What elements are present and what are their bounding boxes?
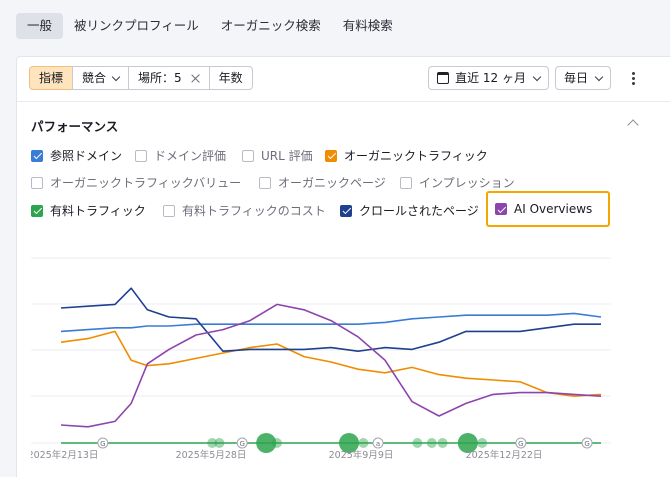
annotation-bubble <box>214 438 225 448</box>
tab-paid-search[interactable]: 有料検索 <box>342 18 393 33</box>
interval-dropdown[interactable]: 毎日 <box>554 66 611 90</box>
metric-label: インプレッション <box>419 176 515 190</box>
years-button[interactable]: 年数 <box>208 66 253 90</box>
metric-label: オーガニックページ <box>278 176 386 190</box>
metric-checkbox[interactable]: URL 評価 <box>242 147 313 164</box>
annotation-marker <box>236 437 248 449</box>
top-tabs: 一般 被リンクプロフィール オーガニック検索 有料検索 <box>16 13 404 39</box>
right-toolbar: 直近 12 ヶ月 毎日 <box>428 66 643 90</box>
metric-label: URL 評価 <box>261 149 313 163</box>
checkbox-icon[interactable] <box>135 149 147 162</box>
annotation-bubble <box>358 438 369 448</box>
annotation-marker-label: a <box>376 440 380 448</box>
tab-backlink-profile[interactable]: 被リンクプロフィール <box>74 18 199 33</box>
series-line <box>60 303 602 428</box>
years-label: 年数 <box>218 71 243 85</box>
metric-label: オーガニックトラフィック <box>344 149 488 163</box>
metric-checkbox[interactable]: インプレッション <box>400 174 515 191</box>
metrics-button[interactable]: 指標 <box>29 66 74 90</box>
metric-checkbox[interactable]: 有料トラフィック <box>31 202 146 219</box>
annotation-marker <box>581 437 593 449</box>
annotation-bubble <box>477 438 488 448</box>
checkbox-checked-icon[interactable] <box>31 149 43 162</box>
checkbox-icon[interactable] <box>400 176 412 189</box>
checkbox-checked-icon[interactable] <box>495 203 507 215</box>
x-tick-label: 2025年5月28日 <box>176 449 247 461</box>
metric-checkbox[interactable]: オーガニックトラフィック <box>325 147 488 164</box>
x-tick-label: 2025年12月22日 <box>466 449 543 461</box>
close-icon[interactable] <box>191 74 200 83</box>
location-label: 場所：5 <box>138 71 182 85</box>
chevron-down-icon <box>594 72 604 81</box>
annotation-bubble <box>457 433 478 453</box>
annotation-bubble <box>412 438 423 448</box>
chart-toolbar: 指標 競合 場所：5 年数 <box>29 66 253 90</box>
annotation-marker <box>372 437 384 449</box>
more-options-icon[interactable] <box>623 66 643 90</box>
metric-label: ドメイン評価 <box>154 149 227 163</box>
checkbox-icon[interactable] <box>242 149 254 162</box>
section-title: パフォーマンス <box>31 119 119 134</box>
competitors-label: 競合 <box>82 71 107 85</box>
annotation-marker-label: G <box>100 440 105 448</box>
interval-label: 毎日 <box>563 71 588 85</box>
metric-label: オーガニックトラフィックバリュー <box>50 176 242 190</box>
divider <box>17 101 670 102</box>
annotation-bubble <box>437 438 448 448</box>
location-filter[interactable]: 場所：5 <box>128 66 210 90</box>
checkbox-checked-icon[interactable] <box>325 149 337 162</box>
checkbox-checked-icon[interactable] <box>31 204 43 217</box>
metric-checkbox[interactable]: オーガニックトラフィックバリュー <box>31 174 241 191</box>
annotation-marker <box>515 437 527 449</box>
tab-organic-search[interactable]: オーガニック検索 <box>220 18 321 33</box>
annotation-bubble <box>256 433 277 453</box>
annotation-bubble <box>339 433 359 453</box>
annotation-marker <box>97 437 109 449</box>
metric-label: 有料トラフィック <box>50 204 146 218</box>
metrics-label: 指標 <box>39 71 64 85</box>
checkbox-icon[interactable] <box>259 176 271 189</box>
series-line <box>60 330 602 397</box>
metric-checkbox[interactable]: ドメイン評価 <box>135 147 226 164</box>
metric-label: 参照ドメイン <box>50 149 123 163</box>
metric-checkbox[interactable]: オーガニックページ <box>259 174 386 191</box>
annotation-bubble <box>207 438 218 448</box>
tab-general[interactable]: 一般 <box>16 13 64 39</box>
annotation-marker-label: G <box>584 440 589 448</box>
annotation-marker-label: G <box>239 440 244 448</box>
competitors-dropdown[interactable]: 競合 <box>72 66 130 90</box>
chevron-up-icon[interactable] <box>627 119 639 131</box>
metric-label: 有料トラフィックのコスト <box>182 204 326 218</box>
checkbox-checked-icon[interactable] <box>340 204 352 217</box>
metric-checkbox[interactable]: AI Overviews <box>495 202 592 216</box>
metric-label: AI Overviews <box>514 202 593 216</box>
chevron-down-icon <box>532 72 542 81</box>
series-line <box>60 312 602 333</box>
performance-card: 指標 競合 場所：5 年数 直近 12 ヶ月 毎日 パフォーマンス 参照ドメイン… <box>16 56 670 477</box>
metric-label: クロールされたページ <box>359 204 479 218</box>
checkbox-icon[interactable] <box>31 176 43 189</box>
metric-checkbox[interactable]: 参照ドメイン <box>31 147 122 164</box>
ai-overviews-highlight <box>486 191 610 227</box>
series-line <box>60 287 601 352</box>
annotation-bubble <box>272 438 282 448</box>
calendar-icon <box>437 72 450 84</box>
annotation-marker-label: G <box>518 440 523 448</box>
date-range-label: 直近 12 ヶ月 <box>455 71 526 85</box>
checkbox-icon[interactable] <box>163 204 175 217</box>
x-tick-label: 2025年2月13日 <box>31 449 98 461</box>
metric-checkbox[interactable]: 有料トラフィックのコスト <box>163 202 326 219</box>
date-range-dropdown[interactable]: 直近 12 ヶ月 <box>428 66 549 90</box>
chevron-down-icon <box>111 72 121 81</box>
x-tick-label: 2025年9月9日 <box>329 449 394 461</box>
annotation-bubble <box>426 438 437 448</box>
metric-checkbox[interactable]: クロールされたページ <box>340 202 479 219</box>
